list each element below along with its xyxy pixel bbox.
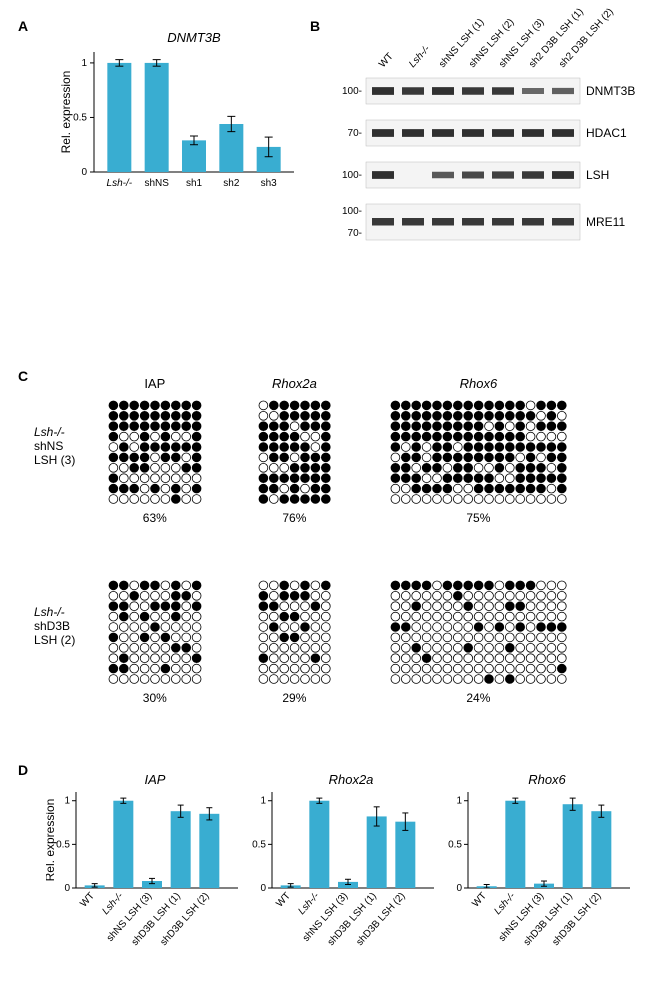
svg-text:Lsh-/-: Lsh-/-: [296, 890, 322, 917]
bar-Lsh-/-: [107, 63, 131, 172]
svg-text:0: 0: [64, 883, 70, 894]
svg-text:Lsh-/-: Lsh-/-: [107, 178, 133, 189]
svg-text:Lsh-/-: Lsh-/-: [492, 890, 518, 917]
svg-text:shD3B: shD3B: [34, 619, 70, 633]
svg-text:HDAC1: HDAC1: [586, 126, 627, 140]
svg-text:0.5: 0.5: [56, 839, 70, 850]
panel-d-chart-Rhox6: Rhox600.51WTLsh-/-shNS LSH (3)shD3B LSH …: [438, 770, 646, 980]
svg-text:100-: 100-: [342, 206, 362, 217]
svg-text:LSH (3): LSH (3): [34, 453, 75, 467]
svg-text:1: 1: [260, 796, 266, 807]
panel-a-label: A: [18, 18, 28, 34]
svg-text:70-: 70-: [348, 228, 362, 239]
panel-d-chart-IAP: IAP00.51Rel. expressionWTLsh-/-shNS LSH …: [46, 770, 254, 980]
svg-text:Rhox2a: Rhox2a: [329, 772, 374, 787]
svg-text:IAP: IAP: [145, 772, 166, 787]
panel-c-bisulfite: IAPRhox2aRhox663%30%76%29%75%24%Lsh-/-sh…: [30, 374, 630, 750]
svg-text:sh2 D3B LSH (1): sh2 D3B LSH (1): [527, 6, 586, 70]
svg-text:1: 1: [81, 58, 87, 69]
svg-text:Rhox6: Rhox6: [528, 772, 566, 787]
svg-text:Lsh-/-: Lsh-/-: [34, 425, 65, 439]
svg-text:0.5: 0.5: [73, 112, 87, 123]
svg-text:IAP: IAP: [144, 376, 165, 391]
svg-text:Rel. expression: Rel. expression: [46, 799, 57, 882]
svg-text:76%: 76%: [282, 511, 306, 525]
svg-text:100-: 100-: [342, 170, 362, 181]
svg-text:24%: 24%: [466, 691, 490, 705]
svg-text:0: 0: [456, 883, 462, 894]
svg-text:DNMT3B: DNMT3B: [167, 30, 221, 45]
svg-text:WT: WT: [78, 891, 97, 910]
panel-a-chart: DNMT3B 0 0.5 1 Rel. expression Lsh-/- shNS sh1 s…: [60, 28, 270, 228]
panel-d-charts: IAP00.51Rel. expressionWTLsh-/-shNS LSH …: [46, 770, 636, 1000]
svg-text:LSH: LSH: [586, 168, 609, 182]
svg-text:Lsh-/-: Lsh-/-: [407, 43, 433, 70]
svg-text:MRE11: MRE11: [586, 215, 625, 229]
svg-text:Lsh-/-: Lsh-/-: [100, 890, 126, 917]
svg-text:0: 0: [260, 883, 266, 894]
panel-b-blots: WTLsh-/-shNS LSH (1)shNS LSH (2)shNS LSH…: [332, 6, 632, 306]
svg-text:29%: 29%: [282, 691, 306, 705]
svg-text:DNMT3B: DNMT3B: [586, 84, 635, 98]
panel-c-label: C: [18, 368, 28, 384]
svg-text:sh1: sh1: [186, 178, 203, 189]
svg-text:Rel. expression: Rel. expression: [60, 71, 73, 154]
svg-text:sh2: sh2: [223, 178, 240, 189]
svg-text:0.5: 0.5: [252, 839, 266, 850]
svg-text:sh3: sh3: [261, 178, 278, 189]
svg-text:Rhox2a: Rhox2a: [272, 376, 317, 391]
svg-text:30%: 30%: [143, 691, 167, 705]
svg-text:WT: WT: [470, 891, 489, 910]
svg-text:1: 1: [456, 796, 462, 807]
svg-text:shNS: shNS: [34, 439, 63, 453]
svg-text:Rhox6: Rhox6: [460, 376, 498, 391]
svg-text:63%: 63%: [143, 511, 167, 525]
svg-text:0.5: 0.5: [448, 839, 462, 850]
bar-shNS: [145, 63, 169, 172]
svg-text:shNS: shNS: [144, 178, 169, 189]
svg-text:Lsh-/-: Lsh-/-: [34, 605, 65, 619]
panel-d-label: D: [18, 762, 28, 778]
panel-b-label: B: [310, 18, 320, 34]
svg-text:100-: 100-: [342, 86, 362, 97]
svg-text:75%: 75%: [466, 511, 490, 525]
svg-text:70-: 70-: [348, 128, 362, 139]
svg-text:LSH (2): LSH (2): [34, 633, 75, 647]
panel-d-chart-Rhox2a: Rhox2a00.51WTLsh-/-shNS LSH (3)shD3B LSH…: [242, 770, 450, 980]
svg-text:0: 0: [81, 167, 87, 178]
svg-text:sh2 D3B LSH (2): sh2 D3B LSH (2): [557, 6, 616, 70]
svg-text:WT: WT: [274, 891, 293, 910]
svg-text:1: 1: [64, 796, 70, 807]
svg-text:WT: WT: [377, 51, 396, 70]
